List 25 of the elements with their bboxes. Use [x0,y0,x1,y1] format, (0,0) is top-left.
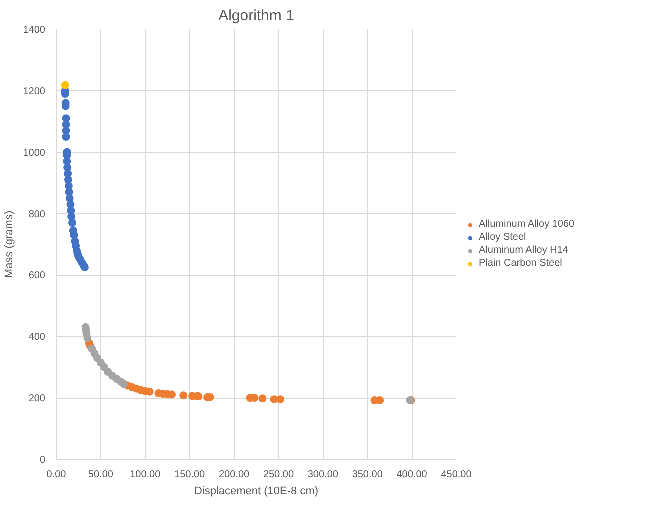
y-tick-label: 1400 [23,25,46,36]
x-tick-label: 150.00 [174,470,206,480]
y-axis-title: Mass (grams) [3,210,16,278]
x-axis-title: Displacement (10E-8 cm) [194,486,319,498]
x-tick-label: 450.00 [441,470,472,480]
x-tick-label: 400.00 [396,470,428,480]
y-tick-label: 1000 [23,148,46,159]
legend-label: Plain Carbon Steel [479,258,562,269]
legend-label: Alluminum Alloy 1060 [479,219,575,230]
x-tick-label: 0.00 [46,470,67,480]
y-tick-label: 600 [28,270,46,282]
legend-label: Aluminum Alloy H14 [479,245,568,256]
y-tick-label: 400 [28,332,46,344]
y-tick-label: 200 [28,394,46,405]
x-tick-label: 200.00 [218,470,250,480]
y-tick-label: 1200 [23,86,46,98]
legend-label: Alloy Steel [479,232,526,243]
x-tick-label: 350.00 [352,470,384,480]
chart-title: Algorithm 1 [218,8,294,24]
x-tick-label: 300.00 [308,470,339,480]
x-tick-label: 250.00 [263,470,294,480]
x-tick-label: 50.00 [88,470,114,480]
y-tick-label: 800 [28,209,46,220]
y-tick-label: 0 [40,455,46,466]
x-tick-label: 100.00 [130,470,162,480]
